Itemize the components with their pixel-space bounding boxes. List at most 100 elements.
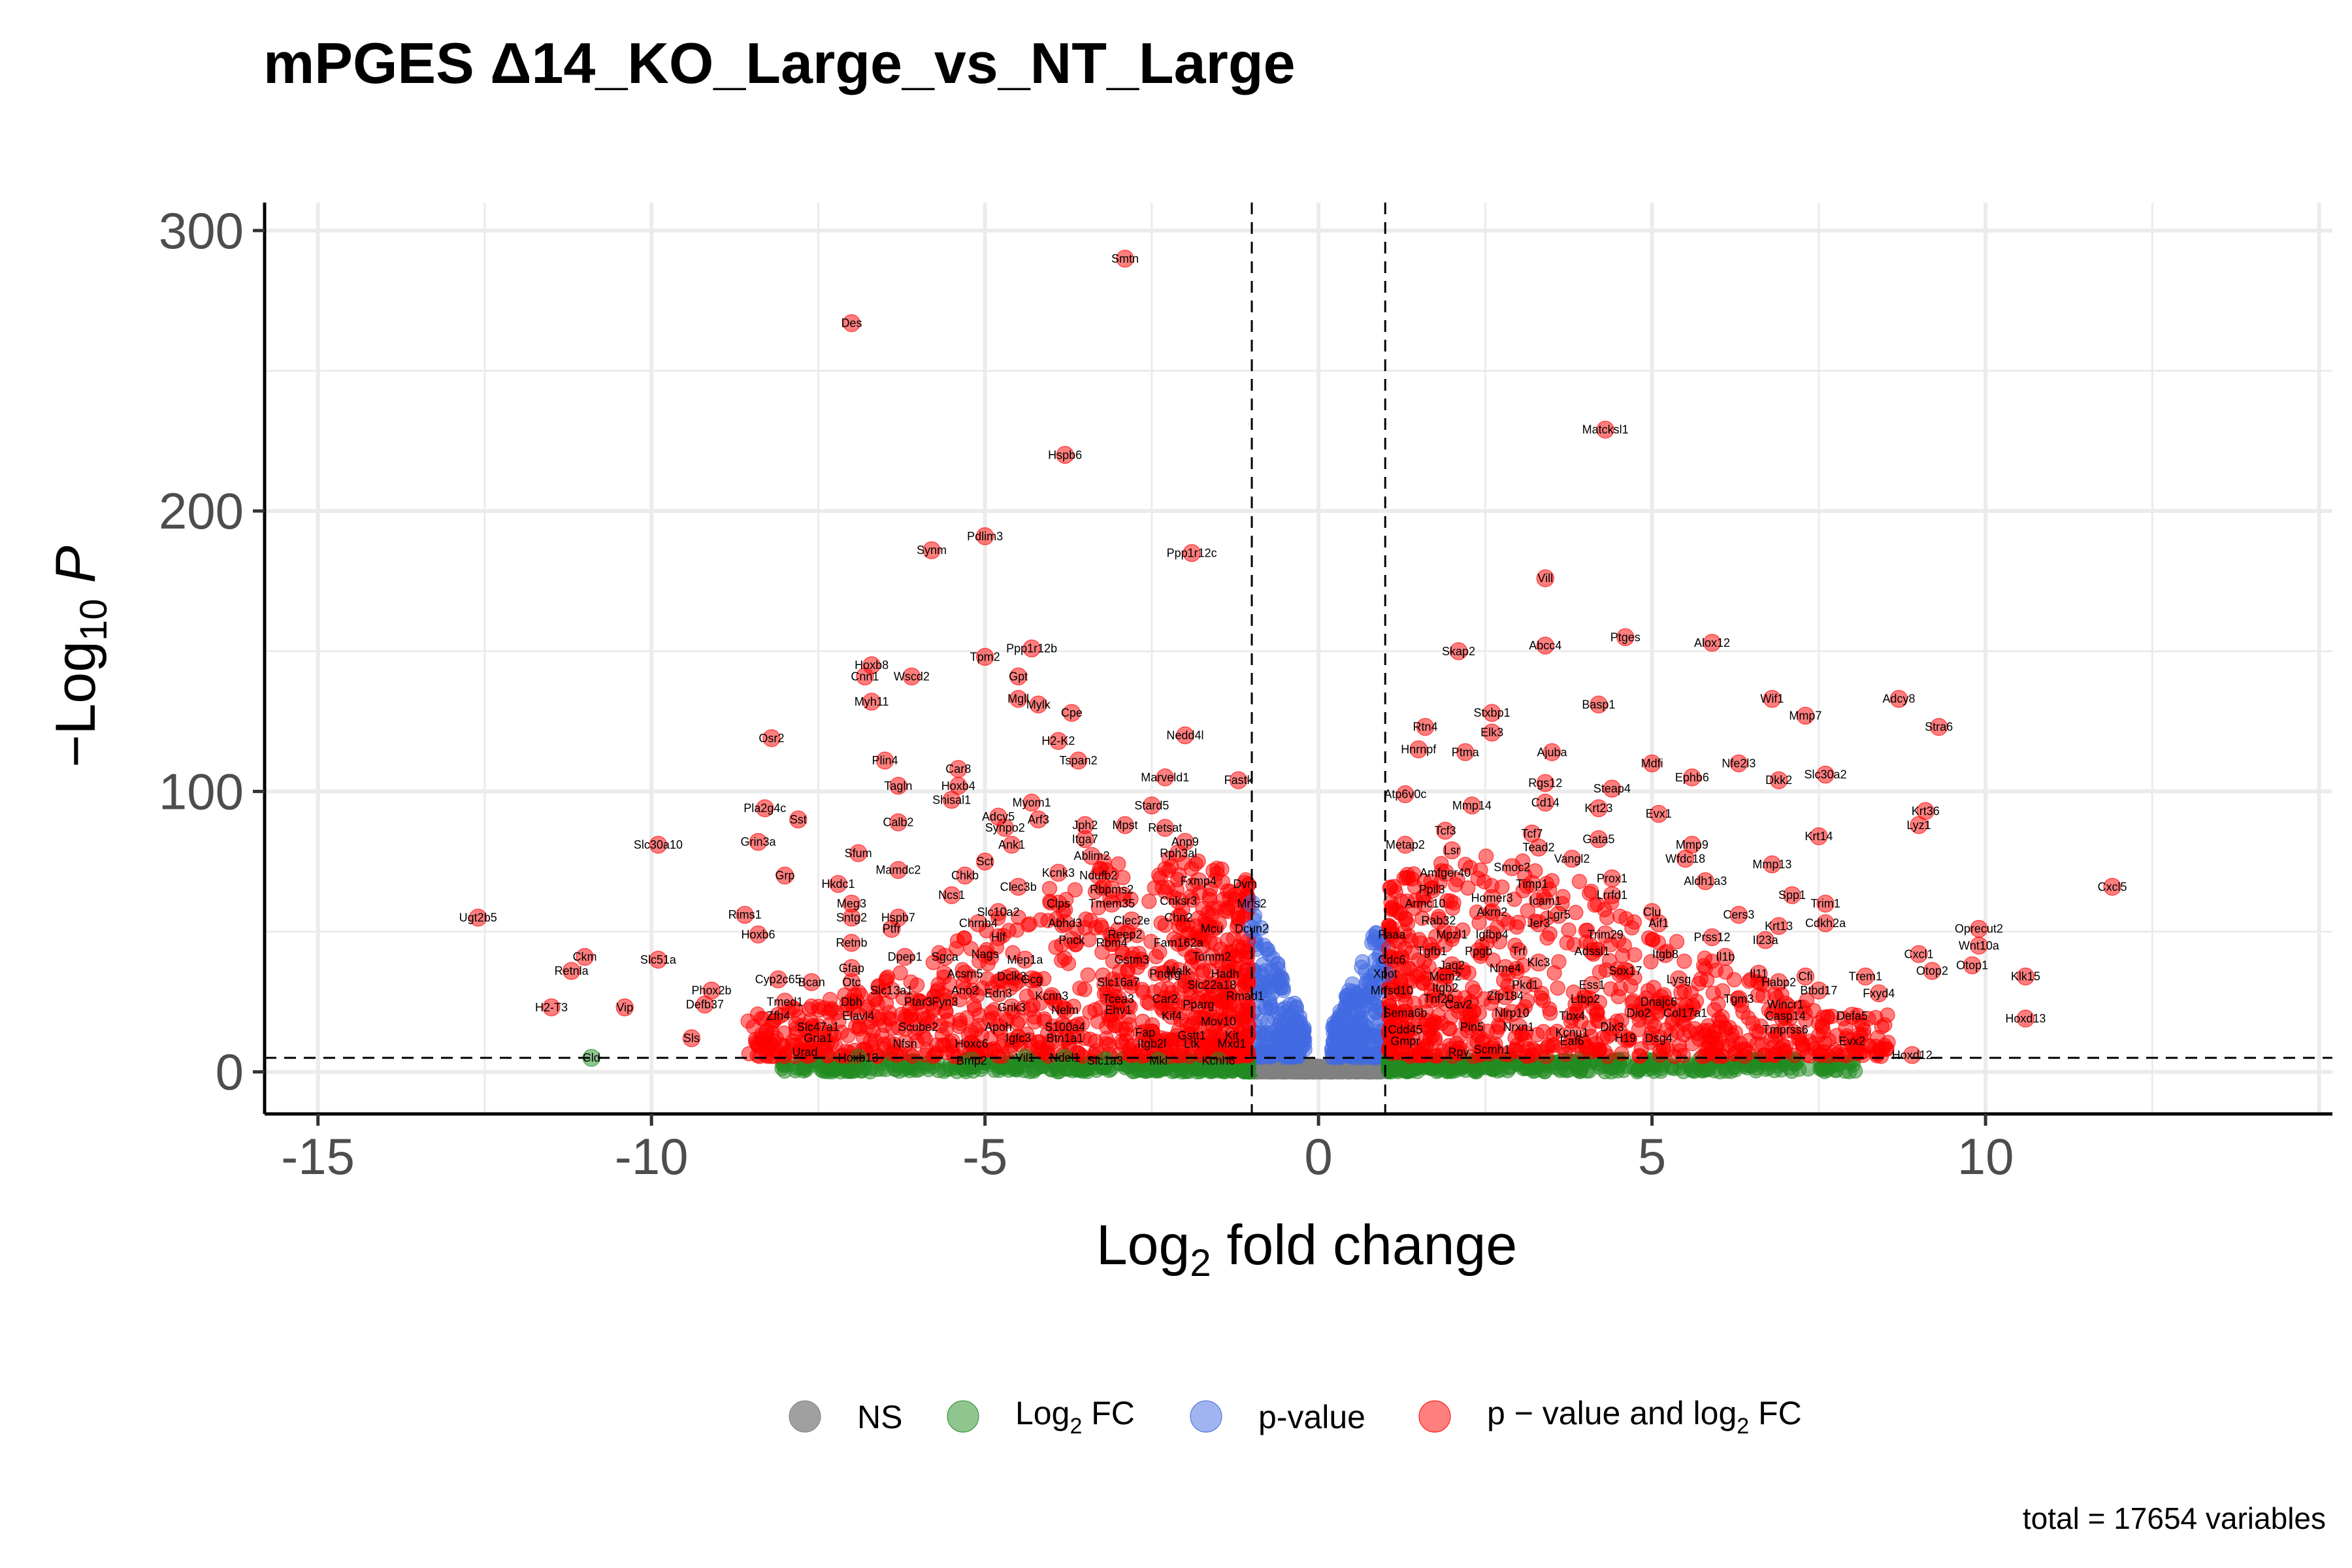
gene-label: Chrnb4 — [959, 917, 998, 930]
point-fc — [936, 1063, 952, 1079]
gene-label: Tgfb1 — [1417, 945, 1447, 958]
gene-label: Stxbp1 — [1474, 706, 1511, 719]
gene-label: Sfum — [845, 847, 872, 860]
gene-label: Ptges — [1610, 630, 1641, 644]
gene-label: Dio2 — [1627, 1006, 1651, 1019]
gene-label: Rab32 — [1421, 914, 1456, 927]
gene-label: Tmprss6 — [1763, 1023, 1808, 1036]
gene-label: Kcnh6 — [1201, 1054, 1235, 1067]
gene-label: Zfp184 — [1487, 990, 1524, 1003]
gene-label: Cld — [583, 1051, 600, 1064]
gene-label: Tpm2 — [970, 650, 1000, 663]
point-fcp — [1121, 1047, 1137, 1062]
gene-label: Gpt — [1009, 670, 1028, 683]
legend-pvalue-label: p-value — [1258, 1399, 1365, 1435]
gene-label: Osr2 — [759, 732, 784, 745]
point-fcp — [1478, 848, 1494, 864]
gene-label: Pdlim3 — [967, 530, 1003, 543]
gene-label: Slc30a2 — [1805, 768, 1847, 781]
gene-label: Hkdc1 — [822, 877, 855, 890]
gene-label: Krt23 — [1584, 802, 1612, 815]
point-fcp — [1718, 964, 1734, 980]
gene-label: Cyp2c65 — [755, 973, 802, 986]
point-fcp — [1623, 978, 1639, 994]
gene-label: Otop2 — [1916, 964, 1948, 977]
point-fcp — [1473, 862, 1488, 878]
gene-label: Jer3 — [1527, 917, 1550, 930]
gene-label: Smtn — [1111, 252, 1139, 265]
gene-label: Oprecut2 — [1955, 923, 2003, 936]
gene-label: Fastk — [1224, 774, 1254, 787]
gene-label: Pnck — [1058, 934, 1085, 947]
gene-label: Cd14 — [1531, 796, 1560, 809]
point-p — [1267, 966, 1284, 983]
point-p — [1256, 1045, 1271, 1061]
gene-label: Nfe2l3 — [1722, 757, 1756, 770]
point-fc — [1380, 1061, 1397, 1077]
point-fcp — [881, 1010, 896, 1026]
point-fcp — [1445, 900, 1461, 916]
gene-label: Pla2g4c — [743, 802, 786, 815]
gene-label: Ptma — [1452, 745, 1480, 759]
gene-label: H2-K2 — [1041, 734, 1075, 747]
gene-label: Paaa — [1378, 928, 1406, 941]
gene-label: Ppil3 — [1419, 883, 1445, 896]
gene-label: Mylk — [1026, 698, 1051, 711]
point-p — [1339, 987, 1355, 1003]
gene-label: Trim1 — [1810, 897, 1840, 910]
point-fcp — [1041, 881, 1058, 896]
point-fcp — [1592, 1041, 1608, 1057]
gene-label: Tcf7 — [1521, 827, 1543, 840]
gene-label: Itgb8 — [1652, 947, 1678, 960]
gene-label: Aldh1a3 — [1684, 875, 1727, 888]
gene-label: Tead2 — [1523, 841, 1555, 854]
point-fc — [1468, 1064, 1484, 1080]
point-fcp — [1612, 908, 1628, 924]
point-fcp — [1699, 972, 1715, 988]
gene-label: Kcnn3 — [1035, 990, 1068, 1003]
gene-label: Abcc4 — [1529, 639, 1561, 652]
gene-label: Nags — [972, 947, 999, 960]
point-fcp — [1511, 915, 1526, 930]
gene-label: Abhd3 — [1048, 917, 1082, 930]
gene-label: Alox12 — [1694, 636, 1730, 649]
gene-label: Lyz1 — [1906, 819, 1931, 832]
gene-label: Rtn4 — [1413, 721, 1437, 734]
x-tick-label: 0 — [1304, 1128, 1332, 1185]
point-fcp — [1234, 1006, 1250, 1022]
point-fcp — [1694, 1049, 1710, 1064]
point-fcp — [1026, 1014, 1042, 1030]
point-p — [1286, 995, 1303, 1011]
gene-label: Meg3 — [837, 897, 866, 910]
point-fc — [1578, 1063, 1595, 1079]
gene-label: Dcun2 — [1235, 923, 1269, 936]
point-fc — [1399, 1063, 1415, 1079]
gene-label: Arf3 — [1028, 813, 1049, 826]
gene-label: Otop1 — [1956, 959, 1988, 972]
gene-label: Clec2e — [1113, 914, 1150, 927]
gene-label: Ndufb2 — [1079, 869, 1117, 882]
gene-label: Ptfr — [883, 923, 901, 936]
gene-label: Sls — [683, 1032, 700, 1045]
point-fcp — [1082, 1004, 1098, 1020]
legend-log2fc-swatch — [947, 1400, 979, 1433]
gene-label: Rpy — [1448, 1046, 1469, 1059]
point-fcp — [1543, 1005, 1558, 1021]
gene-label: Tagln — [884, 779, 912, 792]
point-p — [1261, 946, 1277, 962]
gene-label: Hoxb4 — [941, 779, 975, 792]
gene-label: Plin4 — [872, 754, 898, 767]
gene-label: Evx1 — [1646, 808, 1672, 821]
point-fcp — [939, 1012, 956, 1028]
gene-label: Defb37 — [686, 998, 724, 1011]
gene-label: Mxd1 — [1217, 1037, 1246, 1051]
gene-label: Gmpr — [1390, 1034, 1420, 1047]
gene-label: Cxcl5 — [2098, 880, 2127, 893]
legend-pvalue-and-log2fc-swatch — [1418, 1400, 1451, 1433]
gene-label: Rmad1 — [1226, 990, 1264, 1003]
gene-label: Igfbp4 — [1476, 928, 1509, 941]
gene-label: Tspan2 — [1060, 754, 1098, 767]
gene-label: Sox17 — [1609, 964, 1642, 977]
point-p — [1354, 954, 1371, 970]
gene-label: Tcf3 — [1435, 824, 1456, 837]
